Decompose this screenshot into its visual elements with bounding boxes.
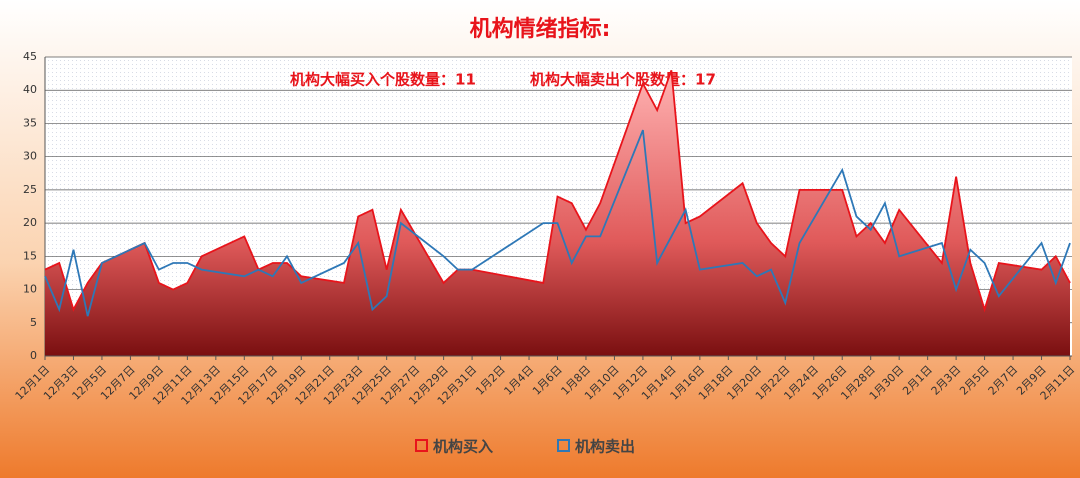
legend-swatch: [557, 439, 570, 452]
y-tick-label: 15: [23, 249, 37, 262]
y-tick-label: 30: [23, 150, 37, 163]
y-tick-label: 20: [23, 216, 37, 229]
legend-label: 机构卖出: [575, 438, 635, 456]
line: [44, 69, 1071, 313]
legend-swatch: [415, 439, 428, 452]
y-tick-label: 10: [23, 283, 37, 296]
y-tick-label: 5: [30, 316, 37, 329]
y-tick-label: 25: [23, 183, 37, 196]
y-tick-label: 45: [23, 50, 37, 63]
area: [45, 70, 1070, 357]
legend-label: 机构买入: [433, 438, 493, 456]
annotation: 机构大幅卖出个股数量：17: [530, 71, 716, 89]
line: [44, 129, 1071, 317]
y-tick-label: 35: [23, 116, 37, 129]
chart-title: 机构情绪指标:: [470, 16, 611, 42]
annotation: 机构大幅买入个股数量：11: [290, 71, 476, 89]
y-tick-label: 40: [23, 83, 37, 96]
y-tick-label: 0: [30, 349, 37, 362]
